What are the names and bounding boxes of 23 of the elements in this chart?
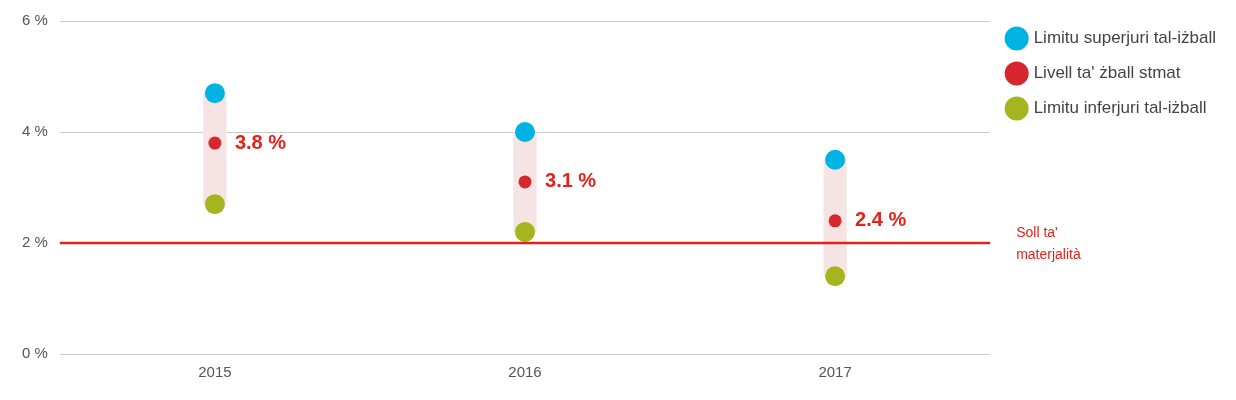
y-tick-label: 4 % <box>21 122 48 140</box>
point <box>825 266 846 287</box>
x-tick-label: 2017 <box>818 363 852 381</box>
point <box>515 122 535 142</box>
data-label: 3.8 % <box>234 130 287 153</box>
point <box>204 194 225 215</box>
y-tick-label: 2 % <box>21 233 48 251</box>
legend-label: Limitu inferjuri tal-iżball <box>1033 98 1207 118</box>
x-tick-label: 2015 <box>198 363 232 381</box>
x-tick-label: 2016 <box>508 363 542 381</box>
data-label: 3.1 % <box>545 169 597 192</box>
y-tick-label: 6 % <box>21 11 48 29</box>
ref-line-label: Soll ta' materjalità <box>1016 223 1081 262</box>
point <box>825 149 846 170</box>
y-tick-label: 0 % <box>21 344 48 362</box>
point <box>204 83 225 104</box>
point <box>518 175 532 189</box>
point <box>828 214 842 228</box>
point <box>208 136 222 150</box>
data-label: 2.4 % <box>855 208 907 231</box>
legend-label: Limitu superjuri tal-iżball <box>1033 28 1216 48</box>
legend-label: Livell ta' żball stmat <box>1033 63 1181 83</box>
point <box>515 221 535 242</box>
